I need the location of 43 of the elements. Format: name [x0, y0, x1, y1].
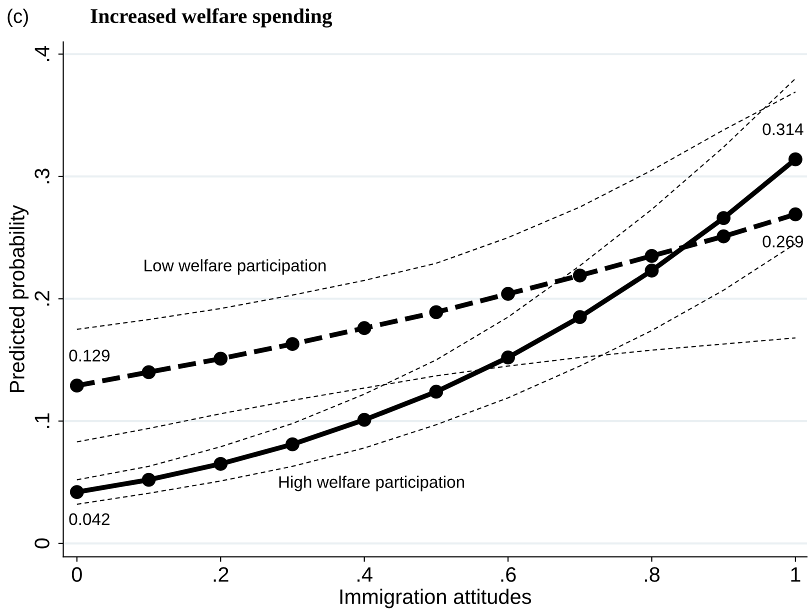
x-tick-label: 0 — [72, 567, 82, 582]
data-label: 0.314 — [762, 123, 804, 136]
point — [501, 350, 515, 364]
y-tick-label: .3 — [34, 168, 50, 184]
data-label: 0.129 — [69, 350, 110, 362]
point — [357, 412, 372, 427]
point — [286, 337, 300, 351]
point — [716, 211, 731, 225]
point — [357, 321, 372, 336]
x-tick-label: .4 — [358, 567, 372, 582]
point — [788, 207, 802, 222]
data-label: 0.269 — [762, 236, 803, 248]
y-tick-label: 0 — [34, 538, 50, 548]
chart-title: Increased welfare spending — [90, 8, 332, 28]
data-label: 0.042 — [69, 513, 110, 526]
point — [429, 384, 444, 399]
x-tick-label: .2 — [214, 567, 228, 582]
point — [644, 249, 659, 263]
point — [572, 268, 587, 282]
point — [142, 472, 156, 487]
x-tick-label: .6 — [501, 567, 516, 582]
point — [214, 456, 228, 471]
point — [286, 437, 300, 452]
point — [70, 485, 84, 499]
x-tick-label: 1 — [791, 567, 800, 582]
point — [572, 310, 587, 324]
point — [501, 286, 515, 301]
x-tick-label: .8 — [644, 567, 660, 582]
point — [644, 264, 659, 278]
y-axis-title: Predicted probability — [9, 205, 29, 392]
y-tick-label: .2 — [34, 291, 50, 306]
point — [142, 365, 156, 380]
point — [716, 229, 731, 244]
point — [429, 305, 444, 320]
y-tick-label: .1 — [34, 413, 50, 428]
y-tick-label: .4 — [34, 46, 50, 61]
point — [70, 378, 84, 393]
point — [788, 152, 802, 166]
annotation: Low welfare participation — [144, 259, 326, 275]
text: (c) — [8, 8, 28, 27]
annotation: High welfare participation — [279, 476, 464, 492]
point — [214, 352, 228, 366]
x-axis-title: Immigration attitudes — [340, 588, 532, 608]
